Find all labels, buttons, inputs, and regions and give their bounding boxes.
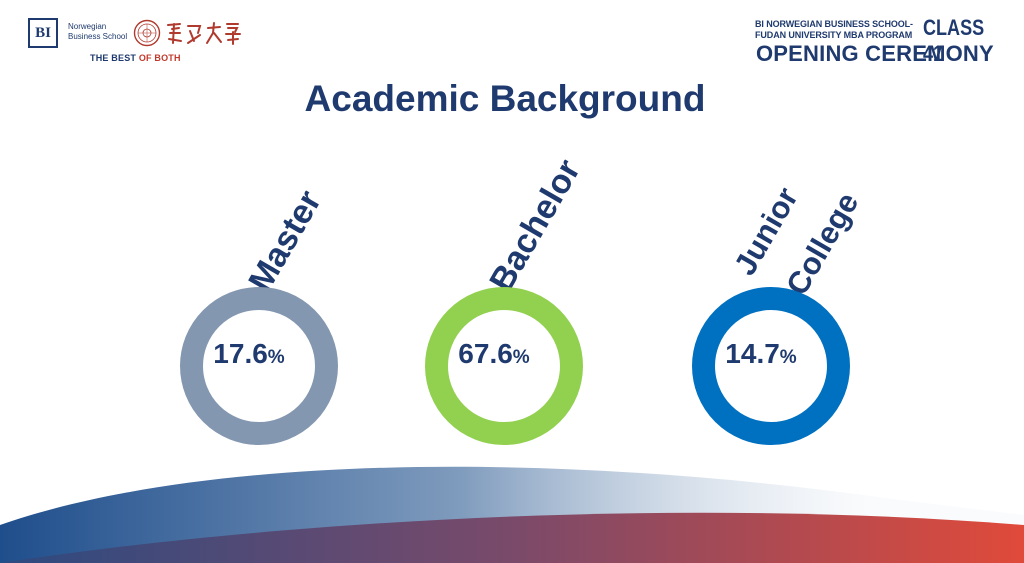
- program-name: BI NORWEGIAN BUSINESS SCHOOL- FUDAN UNIV…: [755, 19, 913, 41]
- class-label: CLASS 41: [923, 15, 985, 66]
- percent-unit: %: [267, 347, 285, 368]
- bi-school-name: Norwegian Business School: [68, 22, 127, 42]
- decorative-wave: [0, 466, 1024, 563]
- label-bachelor: Bachelor: [482, 152, 588, 298]
- program-line-1: BI NORWEGIAN BUSINESS SCHOOL-: [755, 19, 913, 29]
- fudan-calligraphy-logo: [167, 22, 241, 45]
- bi-name-line-2: Business School: [68, 32, 128, 41]
- tagline: THE BEST OF BOTH: [90, 53, 181, 63]
- bi-name-line-1: Norwegian: [68, 22, 107, 31]
- ceremony-label: OPENING CEREMONY: [756, 41, 994, 66]
- fudan-seal-icon: [133, 19, 161, 47]
- percent-junior-college: 14.7%: [661, 338, 861, 370]
- label-master: Master: [241, 184, 329, 298]
- page-title: Academic Background: [304, 78, 706, 119]
- program-line-2: FUDAN UNIVERSITY MBA PROGRAM: [755, 30, 913, 40]
- bi-logo: BI: [28, 18, 58, 48]
- percent-unit: %: [512, 347, 530, 368]
- percent-master: 17.6%: [149, 338, 349, 370]
- tagline-part-1: THE BEST: [90, 53, 139, 63]
- percent-unit: %: [779, 347, 797, 368]
- percent-value: 67.6: [458, 338, 513, 369]
- percent-value: 14.7: [725, 338, 780, 369]
- percent-value: 17.6: [213, 338, 268, 369]
- tagline-part-2: OF BOTH: [138, 53, 181, 63]
- percent-bachelor: 67.6%: [394, 338, 594, 370]
